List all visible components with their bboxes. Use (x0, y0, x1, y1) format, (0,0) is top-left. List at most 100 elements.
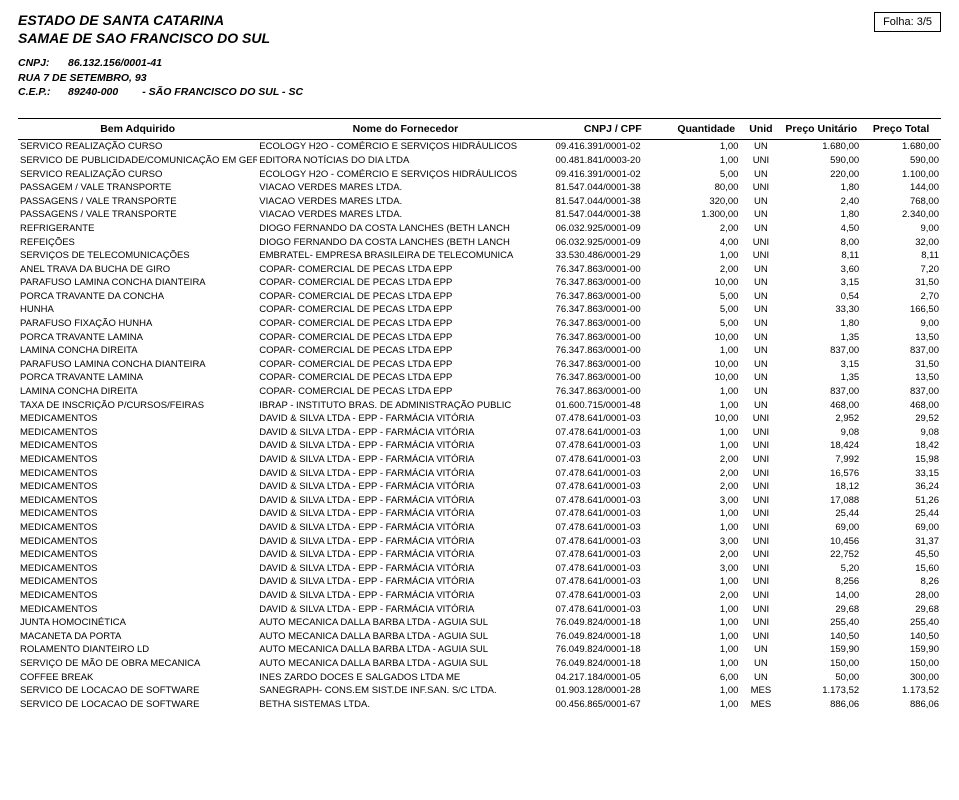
cell-pt: 15,60 (861, 561, 941, 575)
table-row: PASSAGEM / VALE TRANSPORTEVIACAO VERDES … (18, 181, 941, 195)
cell-forn: AUTO MECANICA DALLA BARBA LTDA - AGUIA S… (257, 616, 553, 630)
cell-unid: MES (740, 697, 781, 711)
cell-unid: UNI (740, 602, 781, 616)
cidade-value: - SÃO FRANCISCO DO SUL - SC (142, 85, 303, 100)
cell-unid: UN (740, 194, 781, 208)
cell-forn: AUTO MECANICA DALLA BARBA LTDA - AGUIA S… (257, 643, 553, 657)
cell-pt: 144,00 (861, 181, 941, 195)
cell-bem: PARAFUSO LAMINA CONCHA DIANTEIRA (18, 358, 257, 372)
cell-pt: 28,00 (861, 589, 941, 603)
cell-unid: UN (740, 303, 781, 317)
cell-bem: SERVICO REALIZAÇÃO CURSO (18, 167, 257, 181)
cell-pu: 18,424 (781, 439, 861, 453)
cell-bem: MEDICAMENTOS (18, 494, 257, 508)
cell-pt: 150,00 (861, 657, 941, 671)
folha-label: Folha: (883, 16, 914, 28)
cell-pu: 9,08 (781, 426, 861, 440)
table-row: MEDICAMENTOSDAVID & SILVA LTDA - EPP - F… (18, 412, 941, 426)
cell-forn: IBRAP - INSTITUTO BRAS. DE ADMINISTRAÇÃO… (257, 398, 553, 412)
cell-cnpj: 00.456.865/0001-67 (554, 697, 673, 711)
cell-cnpj: 76.049.824/0001-18 (554, 643, 673, 657)
cell-forn: DAVID & SILVA LTDA - EPP - FARMÁCIA VITÓ… (257, 575, 553, 589)
table-row: PARAFUSO FIXAÇÃO HUNHACOPAR- COMERCIAL D… (18, 317, 941, 331)
cell-unid: UN (740, 344, 781, 358)
cell-bem: MACANETA DA PORTA (18, 629, 257, 643)
cell-forn: DAVID & SILVA LTDA - EPP - FARMÁCIA VITÓ… (257, 494, 553, 508)
cell-pu: 150,00 (781, 657, 861, 671)
cell-pt: 1.173,52 (861, 684, 941, 698)
cell-pu: 837,00 (781, 385, 861, 399)
cell-forn: AUTO MECANICA DALLA BARBA LTDA - AGUIA S… (257, 657, 553, 671)
cell-bem: SERVIÇO DE MÃO DE OBRA MECANICA (18, 657, 257, 671)
cell-qtd: 320,00 (672, 194, 740, 208)
cell-pt: 13,50 (861, 371, 941, 385)
table-row: HUNHACOPAR- COMERCIAL DE PECAS LTDA EPP7… (18, 303, 941, 317)
cell-qtd: 1,00 (672, 657, 740, 671)
cell-qtd: 3,00 (672, 561, 740, 575)
cell-bem: PORCA TRAVANTE DA CONCHA (18, 290, 257, 304)
cell-forn: DAVID & SILVA LTDA - EPP - FARMÁCIA VITÓ… (257, 521, 553, 535)
col-header-forn: Nome do Fornecedor (257, 119, 553, 140)
cell-pu: 1.173,52 (781, 684, 861, 698)
cell-bem: REFRIGERANTE (18, 222, 257, 236)
cell-cnpj: 07.478.641/0001-03 (554, 453, 673, 467)
table-row: REFRIGERANTEDIOGO FERNANDO DA COSTA LANC… (18, 222, 941, 236)
cell-unid: UN (740, 643, 781, 657)
table-row: PARAFUSO LAMINA CONCHA DIANTEIRACOPAR- C… (18, 276, 941, 290)
cell-pu: 4,50 (781, 222, 861, 236)
table-row: MEDICAMENTOSDAVID & SILVA LTDA - EPP - F… (18, 521, 941, 535)
cell-unid: UNI (740, 439, 781, 453)
cell-pt: 7,20 (861, 262, 941, 276)
cell-unid: UNI (740, 561, 781, 575)
cell-pt: 140,50 (861, 629, 941, 643)
cell-pu: 10,456 (781, 534, 861, 548)
cell-forn: DAVID & SILVA LTDA - EPP - FARMÁCIA VITÓ… (257, 602, 553, 616)
cell-bem: COFFEE BREAK (18, 670, 257, 684)
table-row: MEDICAMENTOSDAVID & SILVA LTDA - EPP - F… (18, 426, 941, 440)
cell-bem: PASSAGENS / VALE TRANSPORTE (18, 194, 257, 208)
cell-bem: MEDICAMENTOS (18, 507, 257, 521)
cell-pu: 14,00 (781, 589, 861, 603)
table-row: PORCA TRAVANTE LAMINACOPAR- COMERCIAL DE… (18, 371, 941, 385)
table-row: LAMINA CONCHA DIREITACOPAR- COMERCIAL DE… (18, 385, 941, 399)
cell-cnpj: 00.481.841/0003-20 (554, 154, 673, 168)
cell-pt: 590,00 (861, 154, 941, 168)
table-row: COFFEE BREAKINES ZARDO DOCES E SALGADOS … (18, 670, 941, 684)
cell-pu: 220,00 (781, 167, 861, 181)
cell-pt: 886,06 (861, 697, 941, 711)
col-header-qtd: Quantidade (672, 119, 740, 140)
cell-qtd: 10,00 (672, 371, 740, 385)
cell-pu: 16,576 (781, 466, 861, 480)
cell-bem: ROLAMENTO DIANTEIRO LD (18, 643, 257, 657)
cell-pu: 7,992 (781, 453, 861, 467)
cell-qtd: 4,00 (672, 235, 740, 249)
cell-pt: 25,44 (861, 507, 941, 521)
cell-qtd: 2,00 (672, 222, 740, 236)
cell-qtd: 3,00 (672, 534, 740, 548)
cnpj-value: 86.132.156/0001-41 (68, 56, 162, 71)
table-row: JUNTA HOMOCINÉTICAAUTO MECANICA DALLA BA… (18, 616, 941, 630)
cell-unid: UN (740, 330, 781, 344)
cell-cnpj: 09.416.391/0001-02 (554, 140, 673, 154)
cell-cnpj: 07.478.641/0001-03 (554, 602, 673, 616)
cell-unid: UNI (740, 575, 781, 589)
cell-cnpj: 07.478.641/0001-03 (554, 521, 673, 535)
cell-bem: MEDICAMENTOS (18, 412, 257, 426)
cell-qtd: 1,00 (672, 398, 740, 412)
acquisitions-table: Bem Adquirido Nome do Fornecedor CNPJ / … (18, 118, 941, 711)
cell-pt: 768,00 (861, 194, 941, 208)
cell-pt: 166,50 (861, 303, 941, 317)
cell-cnpj: 76.347.863/0001-00 (554, 385, 673, 399)
col-header-cnpj: CNPJ / CPF (554, 119, 673, 140)
cell-cnpj: 07.478.641/0001-03 (554, 466, 673, 480)
cell-bem: PORCA TRAVANTE LAMINA (18, 371, 257, 385)
cell-bem: MEDICAMENTOS (18, 439, 257, 453)
table-row: SERVICO DE LOCACAO DE SOFTWARESANEGRAPH-… (18, 684, 941, 698)
cell-pt: 9,00 (861, 317, 941, 331)
cell-cnpj: 76.049.824/0001-18 (554, 616, 673, 630)
cell-cnpj: 76.347.863/0001-00 (554, 276, 673, 290)
cell-pu: 50,00 (781, 670, 861, 684)
report-header: ESTADO DE SANTA CATARINA SAMAE DE SAO FR… (18, 12, 941, 46)
cell-cnpj: 04.217.184/0001-05 (554, 670, 673, 684)
cell-unid: UN (740, 290, 781, 304)
